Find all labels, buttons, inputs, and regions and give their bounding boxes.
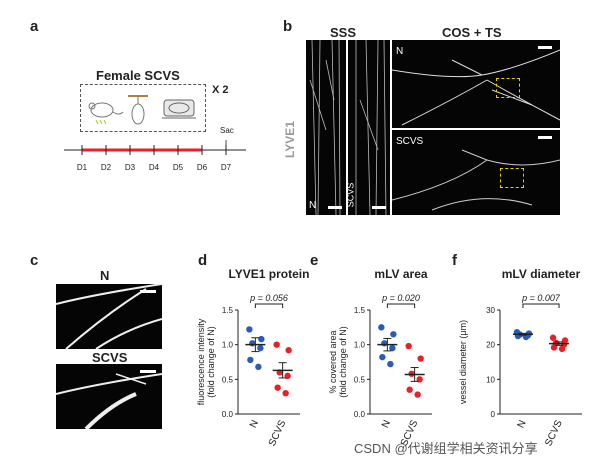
- y-axis-label: fluorescence intensity: [196, 318, 206, 405]
- data-point-n: [247, 356, 254, 364]
- day-label-d3: D3: [125, 163, 136, 172]
- box-title: Female SCVS: [96, 68, 180, 83]
- sss-n-label: N: [309, 200, 317, 211]
- watermark: CSDN @代谢组学相关资讯分享: [354, 441, 538, 456]
- data-point-scvs: [405, 342, 412, 350]
- data-point-n: [378, 324, 385, 331]
- y-tick-label: 0: [491, 410, 496, 419]
- c-scvs-label: SCVS: [92, 350, 128, 365]
- chart-title: mLV area: [374, 267, 427, 281]
- y-axis-label: (fold change of N): [338, 326, 348, 398]
- panel-b-letter: b: [283, 18, 293, 35]
- sss-scvs-image: SCVS: [348, 40, 390, 215]
- y-axis-label: (fold change of N): [206, 326, 216, 398]
- stress-box: [80, 84, 206, 132]
- stress-illustration: [88, 95, 196, 125]
- y-tick-label: 0.0: [354, 410, 366, 419]
- category-label-n: N: [248, 419, 261, 430]
- significance-bracket: [522, 303, 560, 308]
- data-point-n: [381, 340, 388, 347]
- zoom-scvs-image: [56, 364, 162, 429]
- category-label-scvs: SCVS: [543, 418, 565, 448]
- p-value-label: p = 0.007: [521, 293, 561, 303]
- category-label-scvs: SCVS: [267, 418, 289, 448]
- costs-n-label: N: [396, 46, 404, 57]
- y-tick-label: 1.0: [354, 341, 366, 350]
- data-point-n: [387, 360, 394, 368]
- data-point-scvs: [558, 345, 566, 353]
- restraint-mouse-icon: [128, 95, 148, 125]
- data-point-scvs: [274, 384, 281, 391]
- roi-box-normal: [496, 78, 520, 98]
- data-point-scvs: [285, 347, 292, 354]
- y-tick-label: 1.0: [222, 341, 234, 350]
- chart-mlv-diameter: mLV diameter 0 10 20 30 vessel diameter (μm) p…: [458, 267, 582, 448]
- panel-d-letter: d: [198, 252, 208, 269]
- significance-bracket: [386, 303, 416, 308]
- data-point-scvs: [417, 355, 424, 362]
- costs-scvs-image: SCVS: [392, 130, 560, 215]
- sac-label: Sac: [220, 126, 234, 135]
- panel-c-letter: c: [30, 252, 39, 269]
- chart-title: mLV diameter: [502, 267, 581, 281]
- day-label-d5: D5: [173, 163, 184, 172]
- panel-a-letter: a: [30, 18, 39, 35]
- day-label-d1: D1: [77, 163, 88, 172]
- y-axis-label: % covered area: [328, 330, 338, 393]
- y-tick-label: 20: [486, 341, 495, 350]
- day-label-d4: D4: [149, 163, 160, 172]
- panel-f-letter: f: [452, 252, 457, 269]
- y-tick-label: 10: [486, 375, 495, 384]
- data-point-n: [390, 331, 397, 338]
- y-tick-label: 1.5: [354, 306, 366, 315]
- data-point-n: [257, 344, 264, 352]
- data-point-n: [389, 344, 396, 352]
- p-value-label: p = 0.056: [249, 293, 288, 303]
- chart-title: LYVE1 protein: [229, 267, 310, 281]
- data-point-scvs: [273, 341, 280, 348]
- day-label-d7: D7: [221, 163, 232, 172]
- chart-mlv-area: mLV area 0.0 0.5 1.0 1.5 % covered area (fold …: [328, 267, 432, 448]
- y-tick-label: 0.5: [222, 375, 234, 384]
- data-point-scvs: [414, 391, 421, 398]
- panel-e-letter: e: [310, 252, 319, 269]
- y-axis-label: vessel diameter (μm): [458, 320, 468, 404]
- data-point-n: [255, 363, 262, 371]
- lyve1-marker-label: LYVE1: [283, 121, 297, 158]
- data-point-scvs: [406, 386, 413, 393]
- data-point-n: [249, 340, 256, 347]
- mouse-icon: [88, 102, 124, 125]
- data-point-scvs: [549, 334, 557, 341]
- repeat-label: X 2: [212, 84, 229, 96]
- category-label-n: N: [516, 419, 529, 430]
- y-tick-label: 0.5: [354, 375, 366, 384]
- c-n-label: N: [100, 268, 110, 283]
- day-label-d2: D2: [101, 163, 112, 172]
- sss-header: SSS: [330, 25, 357, 40]
- y-tick-label: 0.0: [222, 410, 234, 419]
- sss-normal-image: N: [306, 40, 346, 215]
- y-tick-label: 30: [486, 306, 495, 315]
- category-label-n: N: [380, 419, 393, 430]
- costs-scvs-label: SCVS: [396, 136, 424, 147]
- chart-lyve1-protein: LYVE1 protein 0.0 0.5 1.0 1.5 fluorescence in…: [196, 267, 310, 448]
- zoom-normal-image: [56, 284, 162, 349]
- costs-normal-image: N: [392, 40, 560, 128]
- y-tick-label: 1.5: [222, 306, 234, 315]
- p-value-label: p = 0.020: [381, 293, 420, 303]
- costs-header: COS + TS: [442, 25, 502, 40]
- significance-bracket: [254, 303, 284, 308]
- roi-box-scvs: [500, 168, 524, 188]
- sss-scvs-label: SCVS: [348, 182, 356, 208]
- day-label-d6: D6: [197, 163, 208, 172]
- data-point-n: [258, 335, 265, 343]
- data-point-n: [379, 353, 386, 361]
- timeline: D1 D2 D3 D4 D5 D6 D7: [64, 140, 246, 172]
- data-point-scvs: [282, 390, 289, 397]
- tube-restraint-icon: [162, 99, 196, 119]
- data-point-n: [246, 326, 253, 333]
